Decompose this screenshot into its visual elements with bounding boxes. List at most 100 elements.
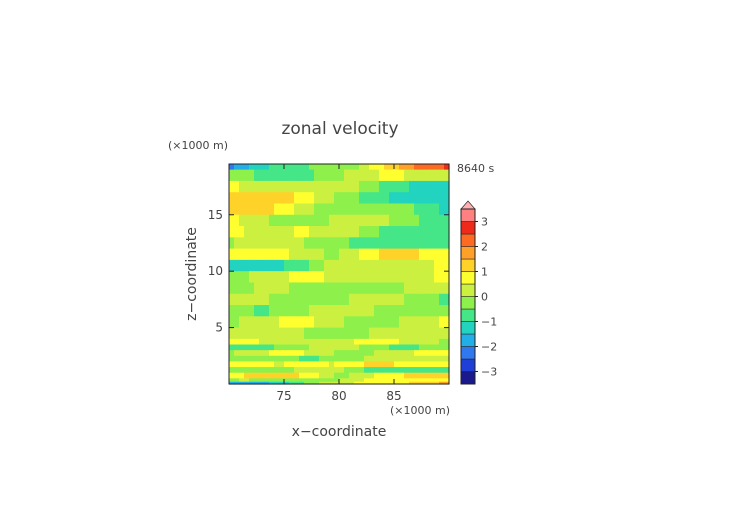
field-cell: [264, 372, 270, 379]
field-cell: [329, 367, 335, 374]
field-cell: [434, 214, 440, 227]
field-cell: [379, 305, 385, 317]
field-cell: [429, 203, 435, 216]
field-cell: [269, 180, 275, 193]
field-cell: [374, 338, 380, 346]
field-cell: [364, 372, 370, 379]
field-cell: [274, 180, 280, 193]
field-cell: [394, 226, 400, 238]
field-cell: [409, 327, 415, 340]
field-cell: [439, 378, 445, 383]
field-cell: [299, 381, 305, 385]
field-cell: [364, 226, 370, 238]
field-cell: [444, 282, 450, 295]
field-cell: [349, 350, 355, 357]
field-cell: [254, 381, 260, 385]
field-cell: [314, 361, 320, 368]
field-cell: [339, 164, 345, 171]
field-cell: [334, 259, 340, 272]
field-cell: [409, 237, 415, 250]
field-cell: [309, 372, 315, 379]
field-cell: [394, 367, 400, 374]
colorbar-extend-triangle: [460, 200, 476, 210]
field-cell: [334, 361, 340, 368]
field-cell: [344, 316, 350, 329]
field-cell: [429, 350, 435, 357]
field-cell: [409, 378, 415, 383]
field-cell: [289, 327, 295, 340]
field-cell: [429, 237, 435, 250]
field-cell: [244, 237, 250, 250]
field-cell: [384, 361, 390, 368]
field-cell: [259, 214, 265, 227]
field-cell: [394, 350, 400, 357]
field-cell: [409, 259, 415, 272]
field-cell: [419, 305, 425, 317]
field-cell: [429, 293, 435, 306]
field-cell: [284, 259, 290, 272]
field-cell: [404, 305, 410, 317]
field-cell: [359, 378, 365, 383]
field-cell: [349, 327, 355, 340]
field-cell: [369, 381, 375, 385]
field-cell: [289, 378, 295, 383]
field-cell: [284, 338, 290, 346]
field-cell: [304, 327, 310, 340]
field-cell: [284, 271, 290, 284]
field-cell: [314, 372, 320, 379]
field-cell: [424, 169, 430, 182]
field-cell: [259, 293, 265, 306]
field-cell: [334, 214, 340, 227]
field-cell: [329, 180, 335, 193]
field-cell: [344, 355, 350, 363]
field-cell: [249, 180, 255, 193]
field-cell: [394, 180, 400, 193]
field-cell: [359, 305, 365, 317]
field-cell: [314, 316, 320, 329]
field-cell: [419, 214, 425, 227]
field-cell: [279, 180, 285, 193]
field-cell: [349, 372, 355, 379]
field-cell: [429, 282, 435, 295]
field-cell: [264, 259, 270, 272]
field-cell: [319, 214, 325, 227]
field-cell: [234, 248, 240, 261]
field-cell: [289, 192, 295, 205]
field-cell: [424, 316, 430, 329]
field-cell: [254, 316, 260, 329]
field-cell: [444, 350, 450, 357]
field-cell: [424, 372, 430, 379]
field-cell: [259, 248, 265, 261]
field-cell: [414, 350, 420, 357]
field-cell: [249, 192, 255, 205]
field-cell: [399, 237, 405, 250]
field-cell: [369, 344, 375, 351]
field-cell: [259, 169, 265, 182]
field-cell: [314, 180, 320, 193]
field-cell: [304, 226, 310, 238]
field-cell: [319, 355, 325, 363]
field-cell: [379, 367, 385, 374]
field-cell: [404, 164, 410, 171]
field-cell: [434, 350, 440, 357]
field-cell: [409, 271, 415, 284]
field-cell: [344, 367, 350, 374]
field-cell: [424, 164, 430, 171]
field-cell: [394, 164, 400, 171]
field-cell: [349, 214, 355, 227]
field-cell: [234, 350, 240, 357]
field-cell: [429, 381, 435, 385]
colorbar-tick-label: −3: [481, 366, 497, 379]
field-cell: [414, 248, 420, 261]
field-cell: [364, 180, 370, 193]
colorbar-swatch: [460, 246, 476, 260]
field-cell: [259, 226, 265, 238]
field-cell: [274, 316, 280, 329]
field-cell: [369, 169, 375, 182]
field-cell: [259, 350, 265, 357]
field-cell: [254, 327, 260, 340]
field-cell: [309, 293, 315, 306]
field-cell: [354, 378, 360, 383]
field-cell: [364, 305, 370, 317]
field-cell: [384, 378, 390, 383]
